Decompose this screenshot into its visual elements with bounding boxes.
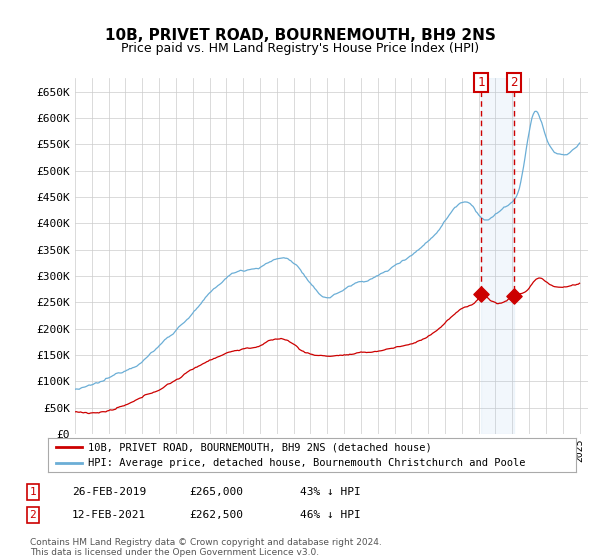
Text: £262,500: £262,500 xyxy=(189,510,243,520)
Text: 1: 1 xyxy=(29,487,37,497)
Text: 10B, PRIVET ROAD, BOURNEMOUTH, BH9 2NS: 10B, PRIVET ROAD, BOURNEMOUTH, BH9 2NS xyxy=(104,29,496,43)
Text: 1: 1 xyxy=(478,76,485,89)
Text: 12-FEB-2021: 12-FEB-2021 xyxy=(72,510,146,520)
Point xyxy=(509,291,519,300)
Bar xyxy=(481,78,514,434)
Text: £265,000: £265,000 xyxy=(189,487,243,497)
Text: Contains HM Land Registry data © Crown copyright and database right 2024.
This d: Contains HM Land Registry data © Crown c… xyxy=(30,538,382,557)
Text: 26-FEB-2019: 26-FEB-2019 xyxy=(72,487,146,497)
Text: 10B, PRIVET ROAD, BOURNEMOUTH, BH9 2NS (detached house): 10B, PRIVET ROAD, BOURNEMOUTH, BH9 2NS (… xyxy=(88,442,431,452)
Text: 2: 2 xyxy=(29,510,37,520)
Text: Price paid vs. HM Land Registry's House Price Index (HPI): Price paid vs. HM Land Registry's House … xyxy=(121,41,479,55)
Point xyxy=(476,290,486,299)
Text: 46% ↓ HPI: 46% ↓ HPI xyxy=(300,510,361,520)
Text: 2: 2 xyxy=(511,76,518,89)
Text: 43% ↓ HPI: 43% ↓ HPI xyxy=(300,487,361,497)
Text: HPI: Average price, detached house, Bournemouth Christchurch and Poole: HPI: Average price, detached house, Bour… xyxy=(88,459,525,469)
